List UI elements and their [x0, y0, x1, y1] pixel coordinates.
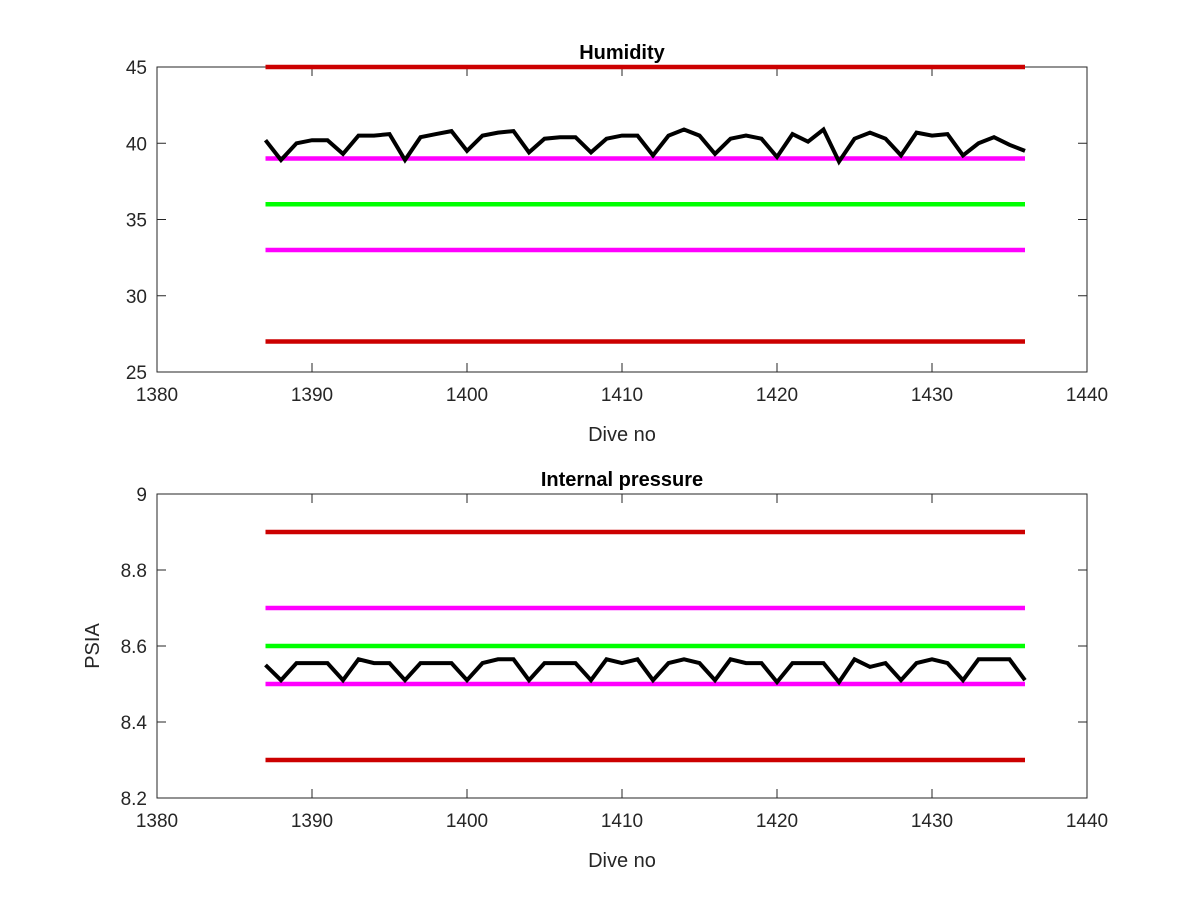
chart-1-axes-box — [156, 66, 1088, 373]
chart-1-y-tick-label: 25 — [126, 363, 147, 384]
chart-2-x-tick-label: 1400 — [446, 811, 488, 832]
chart-2-x-tick-label: 1440 — [1066, 811, 1108, 832]
chart-1-x-tick-label: 1390 — [291, 385, 333, 406]
chart-1-x-tick-label: 1420 — [756, 385, 798, 406]
chart-1-x-tick-label: 1430 — [911, 385, 953, 406]
chart-2-series-line-6 — [264, 656, 1027, 686]
chart-1-y-tick-label: 35 — [126, 211, 147, 232]
chart-2-x-tick-label: 1430 — [911, 811, 953, 832]
chart-2-title: Internal pressure — [541, 469, 703, 491]
chart-2-y-tick-label: 9 — [136, 485, 147, 506]
chart-1-x-tick-label: 1440 — [1066, 385, 1108, 406]
chart-2-x-tick-label: 1420 — [756, 811, 798, 832]
chart-1-x-tick-label: 1380 — [136, 385, 178, 406]
chart-1-x-axis-label: Dive no — [588, 424, 656, 446]
chart-2-x-tick-label: 1390 — [291, 811, 333, 832]
chart-2-y-tick-label: 8.4 — [121, 713, 148, 734]
chart-1-x-tick-label: 1410 — [601, 385, 643, 406]
chart-2-x-tick-label: 1380 — [136, 811, 178, 832]
chart-1-y-tick-label: 30 — [126, 287, 147, 308]
chart-1-series-line-6 — [263, 126, 1026, 166]
chart-2-y-tick-label: 8.8 — [121, 561, 147, 582]
chart-1-x-tick-label: 1400 — [446, 385, 488, 406]
chart-2-x-axis-label: Dive no — [588, 850, 656, 872]
chart-2-y-tick-label: 8.6 — [121, 637, 147, 658]
chart-1-title: Humidity — [579, 42, 665, 64]
chart-1-y-tick-label: 40 — [126, 134, 147, 155]
chart-2-x-tick-label: 1410 — [601, 811, 643, 832]
chart-2-y-axis-label: PSIA — [82, 623, 104, 669]
chart-2-y-tick-label: 8.2 — [121, 789, 147, 810]
chart-1-y-tick-label: 45 — [126, 58, 147, 79]
